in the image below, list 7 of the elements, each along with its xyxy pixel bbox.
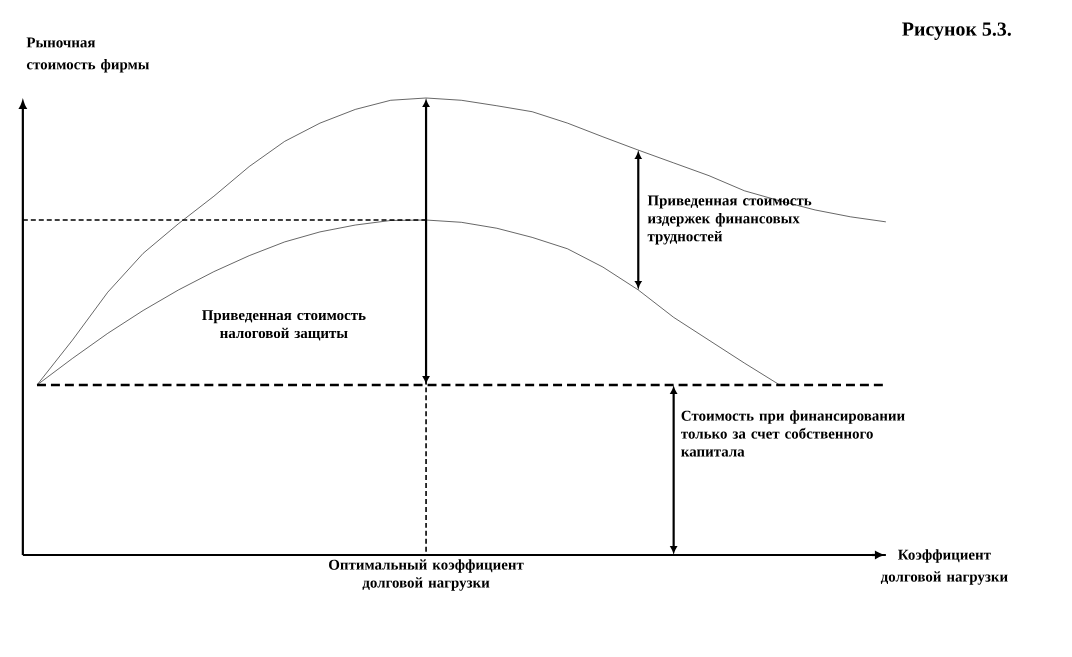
x-axis-title: Коэффициент долговой нагрузки bbox=[880, 549, 1008, 585]
annotation: Приведенная стоимость налоговой защиты bbox=[202, 310, 366, 341]
annotation: Приведенная стоимость издержек финансовых трудностей bbox=[647, 195, 812, 245]
text: Рисунок 5.3. bbox=[902, 22, 1011, 40]
annotation: Стоимость при финансировании только за счет собственного капитала bbox=[681, 410, 905, 457]
text: Оптимальный коэффициент долговой нагрузки bbox=[329, 559, 524, 591]
y-axis-title: Рыночная стоимость фирмы bbox=[26, 37, 150, 73]
